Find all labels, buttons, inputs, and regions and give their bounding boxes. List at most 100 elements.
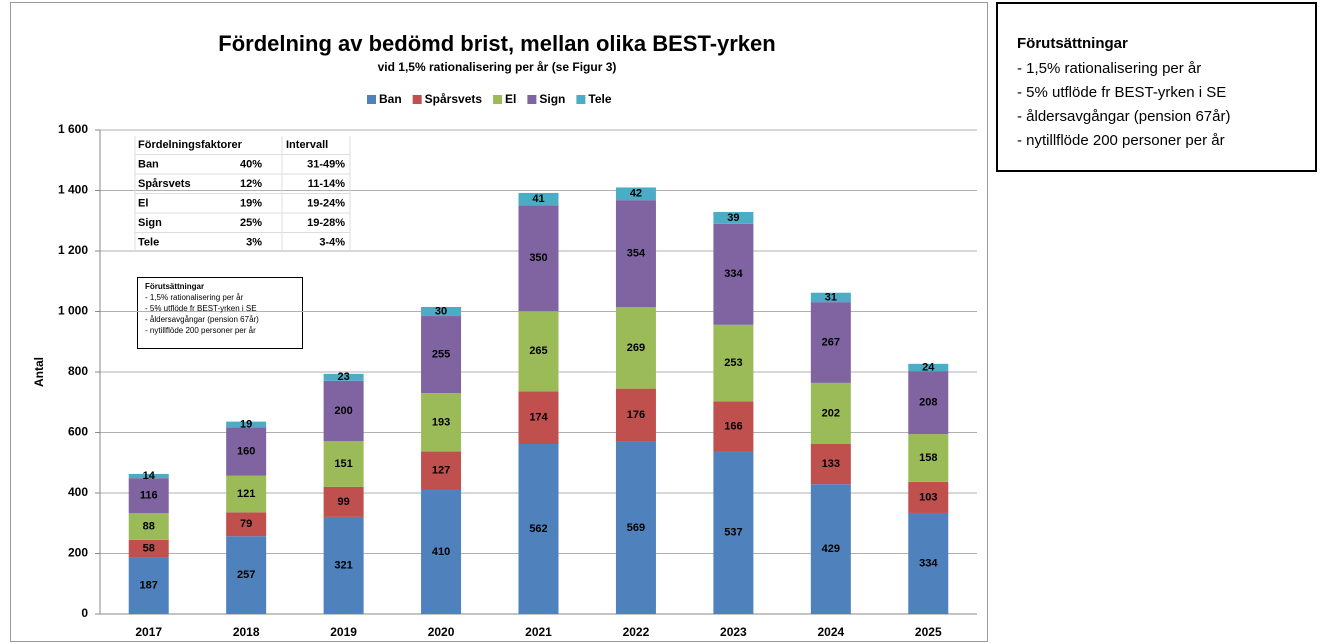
inset-note-item: - 1,5% rationalisering per år — [145, 293, 244, 302]
data-label: 410 — [432, 546, 450, 558]
data-label: 193 — [432, 416, 450, 428]
y-tick-label: 1 400 — [58, 183, 88, 197]
bar-segment — [421, 306, 462, 317]
bar-segment — [226, 427, 267, 476]
y-tick-label: 1 000 — [58, 304, 88, 318]
data-label: 88 — [143, 520, 155, 532]
x-tick-label: 2019 — [330, 625, 357, 639]
data-label: 537 — [724, 527, 742, 539]
bar-segment — [128, 513, 169, 540]
bar-segment — [810, 302, 851, 383]
side-note-title: Förutsättningar — [1017, 35, 1128, 52]
data-label: 334 — [724, 268, 743, 280]
data-label: 200 — [334, 405, 352, 417]
data-label: 569 — [627, 522, 645, 534]
data-label: 30 — [435, 305, 447, 317]
side-note-item: - 1,5% rationalisering per år — [1017, 60, 1201, 77]
legend-label: Sign — [539, 92, 565, 106]
bar-segment — [518, 391, 559, 444]
data-label: 255 — [432, 349, 450, 361]
chart-subtitle: vid 1,5% rationalisering per år (se Figu… — [378, 60, 617, 74]
bar-segment — [908, 434, 949, 482]
data-label: 166 — [724, 420, 742, 432]
bar-segment — [226, 512, 267, 537]
side-note-box — [996, 2, 1317, 172]
bar-segment — [810, 292, 851, 303]
bar-segment — [615, 307, 656, 389]
legend-label: Ban — [379, 92, 402, 106]
legend-swatch — [576, 95, 586, 104]
data-label: 79 — [240, 518, 252, 530]
bar-segment — [128, 478, 169, 514]
data-label: 103 — [919, 491, 937, 503]
legend-swatch — [412, 95, 422, 104]
data-label: 176 — [627, 409, 645, 421]
bar-segment — [518, 443, 559, 614]
data-label: 42 — [630, 188, 642, 200]
bar-segment — [518, 192, 559, 206]
bar-segment — [421, 451, 462, 490]
data-label: 187 — [140, 580, 158, 592]
bar-segment — [421, 393, 462, 452]
y-tick-label: 1 600 — [58, 122, 88, 136]
y-axis-label: Antal — [32, 357, 46, 387]
data-label: 354 — [627, 248, 646, 260]
data-label: 202 — [822, 407, 840, 419]
bar-segment — [615, 187, 656, 201]
table-cell: 19-28% — [307, 217, 345, 229]
bar-segment — [226, 475, 267, 513]
legend-swatch — [493, 95, 503, 104]
inset-note-item: - nytillflöde 200 personer per år — [145, 326, 256, 335]
data-label: 321 — [334, 559, 352, 571]
bar-segment — [810, 382, 851, 444]
bar-segment — [615, 388, 656, 442]
data-label: 39 — [727, 212, 739, 224]
side-note-item: - 5% utflöde fr BEST-yrken i SE — [1017, 84, 1226, 101]
x-tick-label: 2020 — [428, 625, 455, 639]
data-label: 160 — [237, 445, 255, 457]
x-tick-label: 2017 — [135, 625, 162, 639]
y-tick-label: 1 200 — [58, 243, 88, 257]
table-cell: 19-24% — [307, 197, 345, 209]
table-cell: 31-49% — [307, 158, 345, 170]
chart-title: Fördelning av bedömd brist, mellan olika… — [218, 31, 775, 56]
bar-segment — [128, 473, 169, 479]
legend-label: Spårsvets — [425, 92, 483, 106]
data-label: 23 — [337, 371, 349, 383]
data-label: 350 — [529, 252, 547, 264]
data-label: 58 — [143, 543, 155, 555]
legend-swatch — [367, 95, 376, 104]
bar-segment — [713, 324, 754, 402]
bar-segment — [323, 380, 364, 442]
bar-segment — [810, 443, 851, 485]
table-header: Intervall — [286, 139, 328, 151]
data-label: 253 — [724, 357, 742, 369]
data-label: 133 — [822, 458, 840, 470]
y-tick-label: 800 — [68, 364, 88, 378]
table-cell: 3-4% — [319, 236, 345, 248]
bar-segment — [713, 401, 754, 452]
bar-segment — [421, 489, 462, 614]
bar-segment — [713, 211, 754, 224]
data-label: 257 — [237, 569, 255, 581]
legend-label: El — [505, 92, 516, 106]
table-cell: 11-14% — [308, 178, 346, 190]
data-label: 19 — [240, 418, 252, 430]
y-tick-label: 400 — [68, 485, 88, 499]
data-label: 158 — [919, 452, 937, 464]
data-label: 562 — [529, 523, 547, 535]
bar-segment — [615, 441, 656, 614]
data-label: 269 — [627, 342, 645, 354]
data-label: 99 — [337, 496, 349, 508]
data-label: 174 — [529, 412, 548, 424]
y-tick-label: 600 — [68, 425, 88, 439]
table-cell: 40% — [240, 158, 262, 170]
table-cell: 12% — [240, 178, 262, 190]
inset-note-item: - åldersavgångar (pension 67år) — [145, 315, 259, 324]
bar-segment — [518, 205, 559, 312]
bar-segment — [713, 451, 754, 614]
x-tick-label: 2023 — [720, 625, 747, 639]
side-note-item: - åldersavgångar (pension 67år) — [1017, 108, 1230, 125]
x-tick-label: 2024 — [817, 625, 844, 639]
